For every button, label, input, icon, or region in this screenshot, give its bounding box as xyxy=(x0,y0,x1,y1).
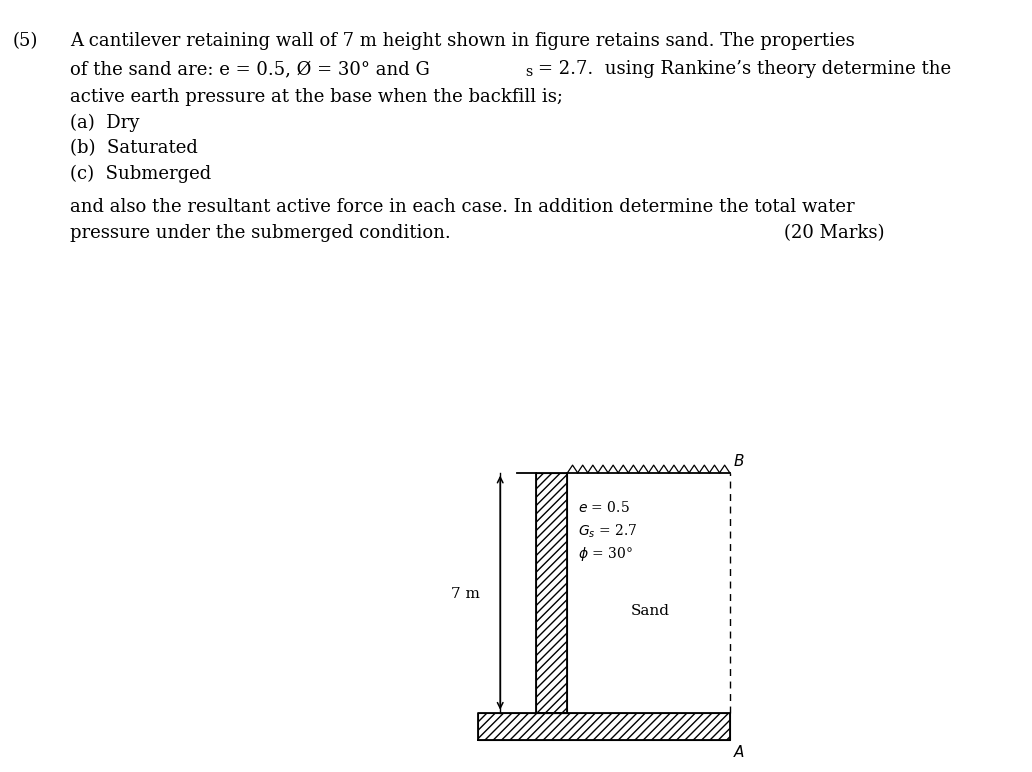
Text: 7 m: 7 m xyxy=(451,587,480,601)
Text: Sand: Sand xyxy=(631,604,670,618)
Text: and also the resultant active force in each case. In addition determine the tota: and also the resultant active force in e… xyxy=(70,198,854,216)
Text: active earth pressure at the base when the backfill is;: active earth pressure at the base when t… xyxy=(70,88,563,106)
Text: $A$: $A$ xyxy=(733,743,745,760)
Text: A cantilever retaining wall of 7 m height shown in figure retains sand. The prop: A cantilever retaining wall of 7 m heigh… xyxy=(70,32,854,50)
Text: = 2.7.  using Rankine’s theory determine the: = 2.7. using Rankine’s theory determine … xyxy=(538,60,950,78)
Text: s: s xyxy=(525,65,533,79)
Text: $G_s$ = 2.7: $G_s$ = 2.7 xyxy=(578,523,638,540)
Text: (20 Marks): (20 Marks) xyxy=(784,224,884,242)
Text: $B$: $B$ xyxy=(733,453,745,469)
Text: $e$ = 0.5: $e$ = 0.5 xyxy=(578,500,630,516)
Text: of the sand are: e = 0.5, Ø = 30° and G: of the sand are: e = 0.5, Ø = 30° and G xyxy=(70,60,430,78)
Text: (5): (5) xyxy=(12,32,38,50)
Text: (a)  Dry: (a) Dry xyxy=(70,113,139,132)
Text: pressure under the submerged condition.: pressure under the submerged condition. xyxy=(70,224,451,242)
Text: (c)  Submerged: (c) Submerged xyxy=(70,164,212,183)
Text: (b)  Saturated: (b) Saturated xyxy=(70,139,198,157)
Bar xyxy=(537,472,568,713)
Bar xyxy=(478,713,730,740)
Text: $\phi$ = 30°: $\phi$ = 30° xyxy=(578,545,633,564)
